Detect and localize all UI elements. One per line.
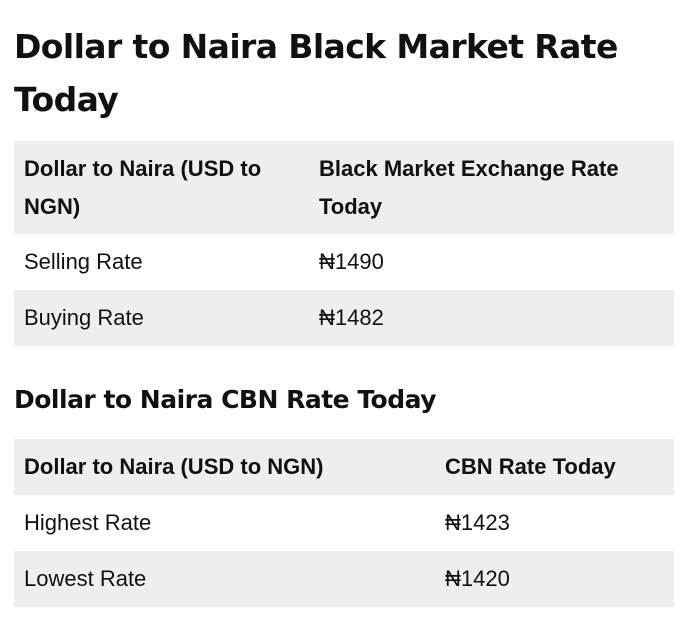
column-header-pair: Dollar to Naira (USD to NGN) xyxy=(24,156,262,219)
rate-value: ₦1490 xyxy=(319,249,384,274)
table-header-row: Dollar to Naira (USD to NGN) CBN Rate To… xyxy=(14,439,674,495)
rate-value: ₦1420 xyxy=(445,566,510,591)
black-market-title: Dollar to Naira Black Market Rate Today xyxy=(14,27,618,119)
column-header-rate: CBN Rate Today xyxy=(445,454,616,479)
table-row-selling: Selling Rate ₦1490 xyxy=(14,234,674,290)
page-content: Dollar to Naira Black Market Rate Today … xyxy=(0,20,683,607)
column-header-rate: Black Market Exchange Rate Today xyxy=(319,156,619,219)
cbn-rate-title: Dollar to Naira CBN Rate Today xyxy=(14,385,437,414)
rate-value: ₦1482 xyxy=(319,305,384,330)
black-market-rate-table: Dollar to Naira (USD to NGN) Black Marke… xyxy=(14,141,674,346)
rate-label: Lowest Rate xyxy=(24,566,147,591)
rate-label: Highest Rate xyxy=(24,510,152,535)
table-row-highest: Highest Rate ₦1423 xyxy=(14,495,674,551)
table-row-buying: Buying Rate ₦1482 xyxy=(14,290,674,346)
rate-value: ₦1423 xyxy=(445,510,510,535)
cbn-rate-table: Dollar to Naira (USD to NGN) CBN Rate To… xyxy=(14,439,674,607)
rate-label: Selling Rate xyxy=(24,249,143,274)
table-header-row: Dollar to Naira (USD to NGN) Black Marke… xyxy=(14,141,674,234)
rate-label: Buying Rate xyxy=(24,305,144,330)
table-row-lowest: Lowest Rate ₦1420 xyxy=(14,551,674,607)
column-header-pair: Dollar to Naira (USD to NGN) xyxy=(24,454,324,479)
